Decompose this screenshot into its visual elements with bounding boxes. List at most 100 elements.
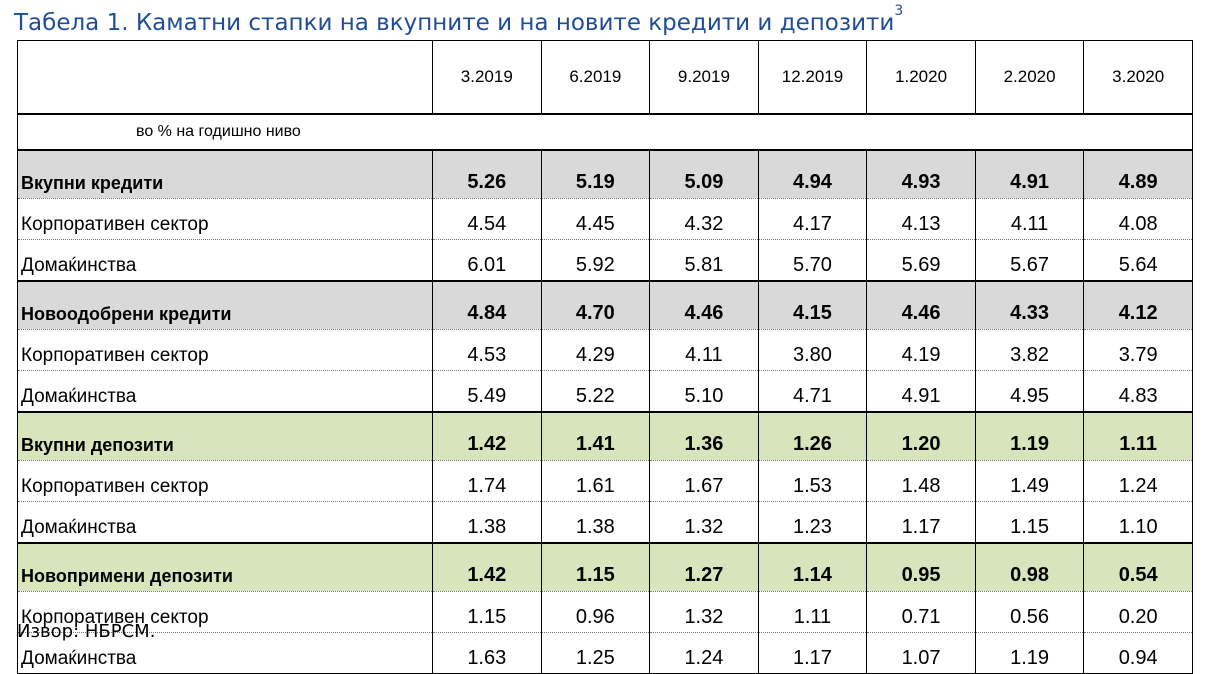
value-cell: 1.07 — [866, 632, 976, 674]
value-cell: 1.17 — [757, 632, 868, 674]
value-cell: 4.15 — [757, 280, 868, 330]
value-cell: 1.25 — [540, 632, 651, 674]
section-label: Вкупни депозити — [17, 411, 433, 461]
table-row: Домаќинства 5.49 5.22 5.10 4.71 4.91 4.95 4.83 — [17, 370, 1193, 413]
value-cell: 0.56 — [974, 591, 1085, 633]
column-header: 2.2020 — [974, 40, 1085, 115]
value-cell: 1.67 — [649, 460, 759, 502]
column-header: 6.2019 — [540, 40, 651, 115]
value-cell: 1.11 — [757, 591, 868, 633]
value-cell: 4.19 — [866, 329, 976, 371]
column-header: 9.2019 — [649, 40, 759, 115]
value-cell: 5.70 — [757, 239, 868, 282]
value-cell: 1.42 — [432, 542, 542, 592]
value-cell: 1.38 — [432, 501, 542, 544]
value-cell: 1.15 — [974, 501, 1085, 544]
value-cell: 4.29 — [540, 329, 651, 371]
value-cell: 4.94 — [757, 149, 868, 199]
unit-row: во % на годишно ниво — [17, 113, 1193, 151]
value-cell: 1.15 — [432, 591, 542, 633]
value-cell: 1.42 — [432, 411, 542, 461]
value-cell: 1.38 — [540, 501, 651, 544]
value-cell: 4.53 — [432, 329, 542, 371]
value-cell: 5.10 — [649, 370, 759, 413]
value-cell: 4.91 — [866, 370, 976, 413]
value-cell: 1.17 — [866, 501, 976, 544]
value-cell: 1.23 — [757, 501, 868, 544]
value-cell: 4.13 — [866, 198, 976, 240]
value-cell: 4.71 — [757, 370, 868, 413]
footnote-reference: 3 — [894, 3, 904, 19]
section-label: Новопримени депозити — [17, 542, 433, 592]
value-cell: 5.81 — [649, 239, 759, 282]
table-row: Корпоративен сектор 4.53 4.29 4.11 3.80 4.19 3… — [17, 329, 1193, 371]
value-cell: 1.24 — [649, 632, 759, 674]
value-cell: 1.24 — [1083, 460, 1193, 502]
value-cell: 4.91 — [974, 149, 1085, 199]
column-header: 12.2019 — [757, 40, 868, 115]
row-label: Домаќинства — [17, 239, 433, 282]
value-cell: 3.80 — [757, 329, 868, 371]
value-cell: 5.26 — [432, 149, 542, 199]
value-cell: 4.46 — [866, 280, 976, 330]
value-cell: 5.22 — [540, 370, 651, 413]
table-row: Домаќинства 1.38 1.38 1.32 1.23 1.17 1.15 1.10 — [17, 501, 1193, 544]
value-cell: 1.26 — [757, 411, 868, 461]
value-cell: 4.12 — [1083, 280, 1193, 330]
table-row: Корпоративен сектор 4.54 4.45 4.32 4.17 4.13 4… — [17, 198, 1193, 240]
interest-rates-table: 3.2019 6.2019 9.2019 12.2019 1.2020 2.20… — [17, 40, 1193, 674]
value-cell: 1.53 — [757, 460, 868, 502]
value-cell: 5.67 — [974, 239, 1085, 282]
column-header: 3.2019 — [432, 40, 542, 115]
table-title: Табела 1. Каматни стапки на вкупните и н… — [14, 3, 904, 40]
row-label: Корпоративен сектор — [17, 198, 433, 240]
value-cell: 1.36 — [649, 411, 759, 461]
value-cell: 5.64 — [1083, 239, 1193, 282]
value-cell: 0.94 — [1083, 632, 1193, 674]
column-header: 3.2020 — [1083, 40, 1193, 115]
value-cell: 4.17 — [757, 198, 868, 240]
value-cell: 5.69 — [866, 239, 976, 282]
unit-cell: во % на годишно ниво — [17, 113, 1193, 151]
value-cell: 4.08 — [1083, 198, 1193, 240]
row-label: Корпоративен сектор — [17, 460, 433, 502]
row-label: Корпоративен сектор — [17, 591, 433, 633]
table-row: Корпоративен сектор 1.74 1.61 1.67 1.53 1.48 1… — [17, 460, 1193, 502]
table-title-text: Табела 1. Каматни стапки на вкупните и н… — [14, 10, 895, 36]
row-label: Домаќинства — [17, 501, 433, 544]
section-total-row: Новопримени депозити 1.42 1.15 1.27 1.14 0.95… — [17, 542, 1193, 592]
value-cell: 0.96 — [540, 591, 651, 633]
value-cell: 4.46 — [649, 280, 759, 330]
value-cell: 4.93 — [866, 149, 976, 199]
value-cell: 1.27 — [649, 542, 759, 592]
header-row: 3.2019 6.2019 9.2019 12.2019 1.2020 2.20… — [17, 40, 1193, 115]
table-row: Домаќинства 1.63 1.25 1.24 1.17 1.07 1.19 0.94 — [17, 632, 1193, 674]
value-cell: 1.14 — [757, 542, 868, 592]
section-total-row: Вкупни депозити 1.42 1.41 1.36 1.26 1.20 1.19 1… — [17, 411, 1193, 461]
value-cell: 1.63 — [432, 632, 542, 674]
value-cell: 1.61 — [540, 460, 651, 502]
row-label: Корпоративен сектор — [17, 329, 433, 371]
table-body: 3.2019 6.2019 9.2019 12.2019 1.2020 2.20… — [17, 40, 1193, 674]
value-cell: 6.01 — [432, 239, 542, 282]
section-label: Вкупни кредити — [17, 149, 433, 199]
value-cell: 4.95 — [974, 370, 1085, 413]
value-cell: 4.83 — [1083, 370, 1193, 413]
value-cell: 4.45 — [540, 198, 651, 240]
value-cell: 1.32 — [649, 591, 759, 633]
value-cell: 4.84 — [432, 280, 542, 330]
source-note: Извор: НБРСМ. — [17, 621, 156, 642]
value-cell: 3.82 — [974, 329, 1085, 371]
value-cell: 5.49 — [432, 370, 542, 413]
section-label: Новоодобрени кредити — [17, 280, 433, 330]
value-cell: 0.20 — [1083, 591, 1193, 633]
value-cell: 1.74 — [432, 460, 542, 502]
value-cell: 5.09 — [649, 149, 759, 199]
value-cell: 4.54 — [432, 198, 542, 240]
value-cell: 0.71 — [866, 591, 976, 633]
value-cell: 5.19 — [540, 149, 651, 199]
value-cell: 4.11 — [649, 329, 759, 371]
value-cell: 4.33 — [974, 280, 1085, 330]
section-total-row: Вкупни кредити 5.26 5.19 5.09 4.94 4.93 4.91 4.… — [17, 149, 1193, 199]
value-cell: 1.11 — [1083, 411, 1193, 461]
